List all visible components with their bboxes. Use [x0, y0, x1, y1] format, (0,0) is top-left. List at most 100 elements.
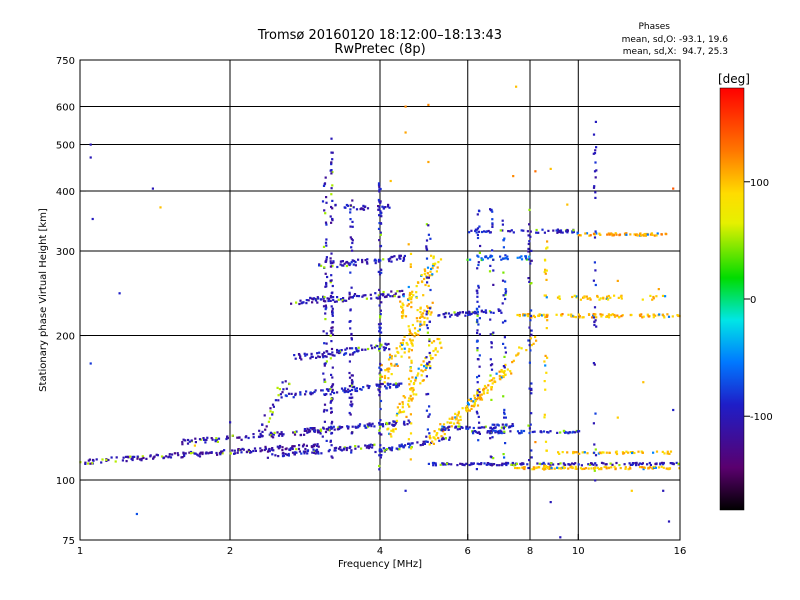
data-point: [467, 403, 470, 406]
data-point: [458, 422, 461, 425]
data-point: [425, 440, 428, 443]
data-point: [258, 429, 261, 432]
data-point: [480, 257, 483, 260]
data-point: [425, 248, 429, 251]
data-point: [379, 313, 382, 316]
data-point: [662, 461, 665, 465]
data-point: [504, 280, 507, 283]
data-point: [401, 306, 404, 309]
data-point: [516, 430, 520, 433]
data-point: [520, 258, 524, 261]
data-point: [503, 456, 506, 459]
data-point: [361, 261, 364, 264]
data-point: [478, 225, 481, 228]
data-point: [422, 379, 425, 382]
data-point: [330, 187, 333, 190]
data-point: [287, 454, 290, 457]
data-point: [299, 433, 303, 436]
data-point: [210, 437, 213, 440]
data-point: [502, 395, 505, 398]
data-point: [595, 232, 598, 235]
data-point: [348, 291, 351, 294]
data-point: [431, 461, 435, 465]
data-point: [431, 440, 434, 443]
data-point: [330, 444, 333, 447]
data-point: [641, 316, 644, 319]
data-point: [654, 466, 657, 469]
data-point: [592, 313, 595, 316]
data-point: [366, 262, 369, 265]
data-point: [616, 314, 619, 317]
data-point: [341, 299, 344, 302]
data-point: [395, 347, 398, 350]
data-point: [329, 257, 332, 260]
data-point: [429, 237, 432, 240]
data-point: [515, 85, 518, 88]
data-point: [427, 310, 431, 313]
data-point: [475, 468, 478, 471]
data-point: [340, 349, 343, 352]
data-point: [408, 383, 411, 386]
data-point: [571, 431, 574, 434]
data-point: [490, 379, 493, 382]
data-point: [544, 294, 547, 297]
data-point: [368, 447, 371, 450]
data-point: [392, 428, 395, 431]
data-point: [492, 283, 495, 286]
data-point: [355, 208, 359, 211]
data-point: [459, 425, 462, 428]
data-point: [419, 323, 422, 326]
data-point: [319, 432, 322, 435]
data-point: [325, 238, 328, 241]
data-point: [331, 456, 334, 459]
data-point: [89, 156, 92, 159]
data-point: [388, 385, 392, 389]
data-point: [331, 314, 334, 317]
data-point: [305, 299, 308, 302]
data-point: [378, 200, 381, 203]
data-point: [678, 467, 681, 470]
data-point: [307, 299, 310, 302]
data-point: [406, 423, 409, 426]
data-point: [288, 448, 291, 451]
data-point: [649, 294, 652, 297]
data-point: [442, 313, 445, 316]
data-point: [115, 456, 118, 459]
data-point: [388, 348, 391, 351]
data-point: [408, 405, 411, 408]
data-point: [252, 436, 255, 439]
data-point: [675, 461, 678, 464]
data-point: [382, 346, 385, 349]
data-point: [323, 408, 326, 412]
data-point: [484, 425, 487, 428]
data-point: [214, 439, 217, 442]
data-point: [593, 185, 596, 188]
data-point: [618, 464, 621, 467]
data-point: [303, 352, 306, 355]
data-point: [486, 462, 490, 465]
data-point: [395, 419, 399, 422]
data-point: [335, 300, 338, 303]
data-point: [330, 205, 333, 209]
data-point: [325, 355, 328, 358]
data-point: [480, 397, 483, 400]
data-point: [660, 465, 663, 468]
data-point: [652, 295, 655, 299]
data-point: [407, 298, 410, 302]
data-point: [322, 330, 325, 333]
data-point: [331, 219, 334, 222]
data-point: [508, 425, 511, 428]
data-point: [379, 210, 382, 213]
data-point: [239, 448, 242, 451]
data-point: [549, 430, 552, 433]
data-point: [661, 294, 665, 297]
data-point: [352, 352, 355, 355]
data-point: [558, 452, 561, 455]
data-point: [479, 395, 482, 398]
data-point: [268, 417, 272, 420]
data-point: [187, 438, 190, 442]
data-point: [374, 450, 377, 454]
data-point: [349, 396, 353, 400]
data-point: [219, 453, 222, 456]
data-point: [309, 427, 312, 430]
